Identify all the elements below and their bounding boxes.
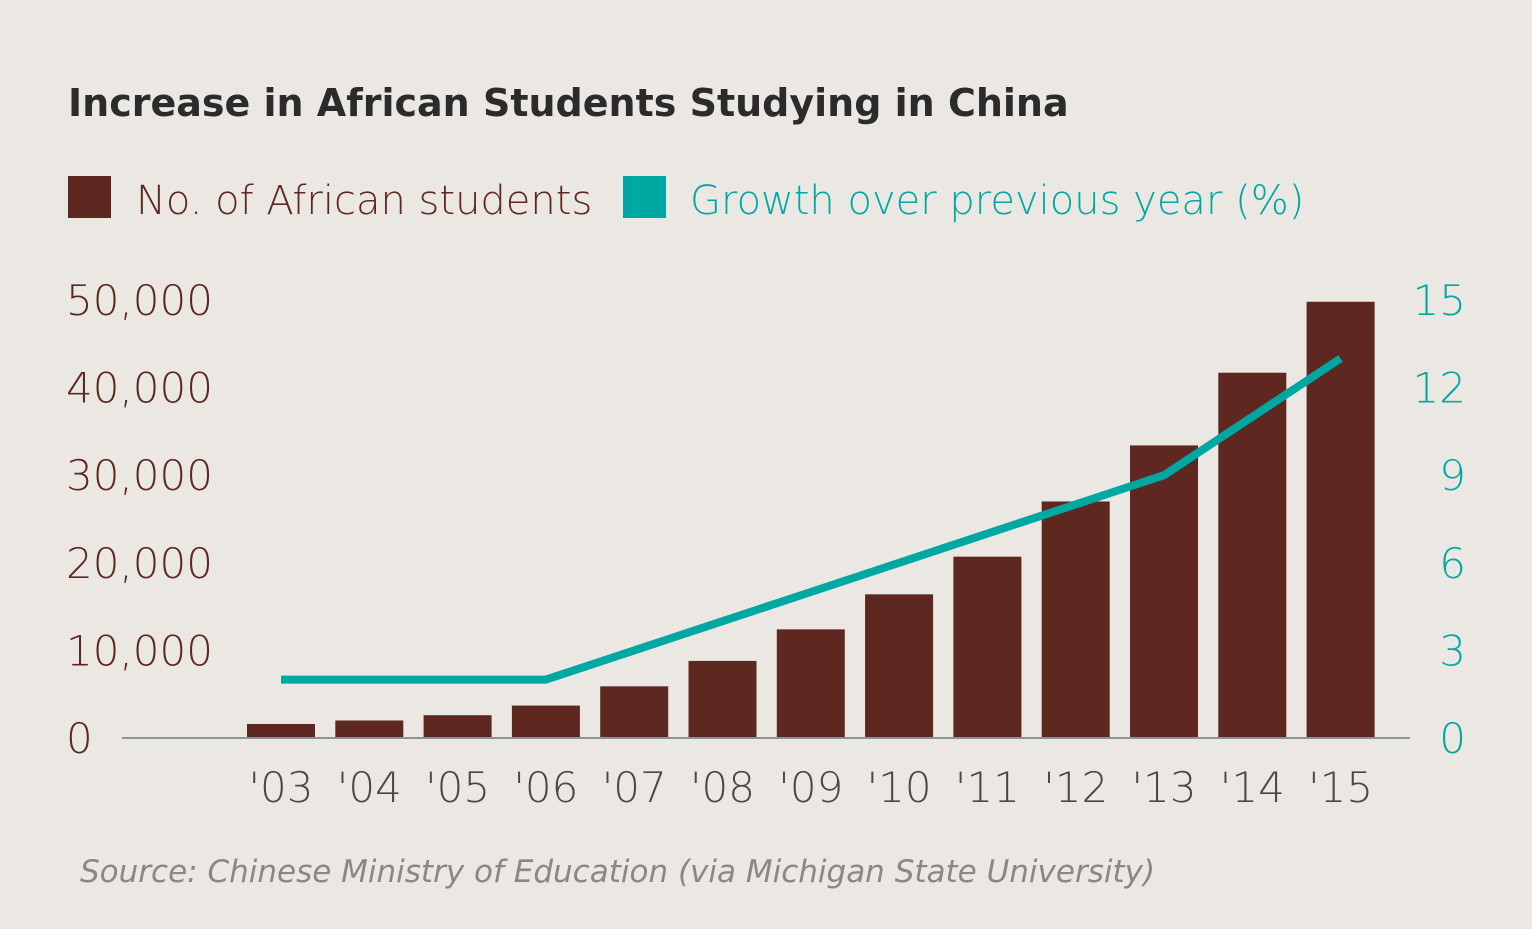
x-tick-label: '13 xyxy=(1132,763,1197,812)
y-left-tick-label: 0 xyxy=(66,714,93,763)
bar-14 xyxy=(1218,372,1287,738)
bar-13 xyxy=(1130,445,1198,738)
bar-11 xyxy=(953,556,1022,738)
y-left-tick-label: 20,000 xyxy=(66,539,213,588)
legend-swatch-students xyxy=(68,176,111,218)
x-tick-label: '09 xyxy=(778,763,843,812)
legend-swatch-growth xyxy=(623,176,666,218)
legend: No. of African students Growth over prev… xyxy=(68,176,1304,224)
y-right-tick-label: 0 xyxy=(1439,714,1466,763)
x-tick-label: '15 xyxy=(1308,763,1373,812)
bar-07 xyxy=(600,686,669,738)
y-left-tick-label: 10,000 xyxy=(66,626,213,675)
x-tick-label: '11 xyxy=(955,763,1020,812)
bar-03 xyxy=(247,723,315,738)
y-right-tick-label: 12 xyxy=(1413,364,1466,413)
bar-08 xyxy=(688,660,757,738)
y-right-tick-label: 9 xyxy=(1439,451,1466,500)
y-left-tick-label: 40,000 xyxy=(66,364,213,413)
x-tick-label: '14 xyxy=(1220,763,1285,812)
y-right-tick-label: 3 xyxy=(1439,626,1466,675)
chart-title: Increase in African Students Studying in… xyxy=(68,81,1069,125)
x-tick-label: '12 xyxy=(1043,763,1108,812)
bar-15 xyxy=(1306,301,1375,738)
x-tick-label: '10 xyxy=(867,763,932,812)
bar-06 xyxy=(511,705,580,738)
y-right-tick-label: 6 xyxy=(1439,539,1466,588)
bar-12 xyxy=(1041,501,1110,738)
x-tick-label: '08 xyxy=(690,763,755,812)
bar-04 xyxy=(335,720,404,738)
x-tick-label: '04 xyxy=(337,763,402,812)
y-left-tick-label: 30,000 xyxy=(66,451,213,500)
y-left-tick-label: 50,000 xyxy=(66,276,213,325)
bar-05 xyxy=(423,715,492,738)
x-tick-label: '05 xyxy=(425,763,490,812)
bar-10 xyxy=(865,594,934,738)
legend-label-students: No. of African students xyxy=(136,178,592,224)
x-tick-label: '07 xyxy=(602,763,667,812)
source-note: Source: Chinese Ministry of Education (v… xyxy=(80,854,1155,890)
legend-label-growth: Growth over previous year (%) xyxy=(690,178,1304,224)
x-tick-label: '03 xyxy=(249,763,314,812)
bar-09 xyxy=(776,629,845,738)
y-right-tick-label: 15 xyxy=(1413,276,1466,325)
x-tick-label: '06 xyxy=(513,763,578,812)
